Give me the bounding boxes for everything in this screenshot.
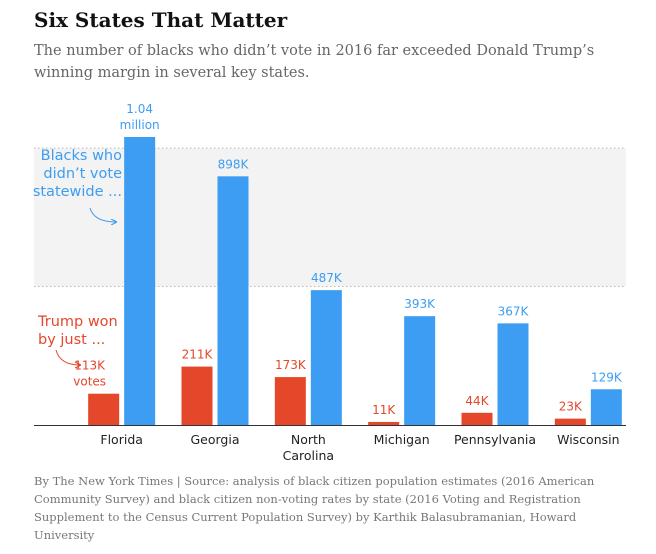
annotation-nonvoters-line-1: didn’t vote	[43, 166, 122, 182]
bar-nonvoters-5	[590, 389, 622, 425]
tick-label-3: Michigan	[374, 432, 430, 447]
annotation-nonvoters-arrow	[89, 207, 116, 222]
label-nonvoters-3: 393K	[404, 297, 436, 311]
bar-margin-5	[554, 418, 586, 425]
tick-label-2: North Carolina	[283, 432, 334, 463]
label-margin-unit: votes	[73, 375, 106, 389]
tick-label-line: Carolina	[283, 448, 334, 463]
label-nonvoters-2: 487K	[311, 271, 343, 285]
bar-margin-4	[461, 412, 493, 425]
label-nonvoters-4: 367K	[498, 304, 530, 318]
bar-nonvoters-2	[310, 290, 342, 425]
tick-label-line: Georgia	[190, 432, 239, 447]
label-margin-3: 11K	[372, 403, 396, 417]
tick-label-4: Pennsylvania	[454, 432, 536, 447]
chart-title: Six States That Matter	[34, 8, 288, 32]
bar-nonvoters-3	[404, 316, 436, 425]
tick-label-line: Florida	[100, 432, 143, 447]
label-nonvoters-0: 1.04	[126, 102, 153, 116]
label-margin-4: 44K	[465, 394, 489, 408]
chart-band	[34, 148, 626, 287]
label-nonvoters-unit: million	[120, 118, 160, 132]
tick-label-line: Pennsylvania	[454, 432, 536, 447]
label-margin-1: 211K	[182, 348, 214, 362]
label-margin-2: 173K	[275, 358, 307, 372]
tick-label-line: Wisconsin	[557, 432, 619, 447]
label-margin-0: 113K	[74, 359, 106, 373]
bar-margin-1	[181, 366, 213, 425]
chart-subtitle: The number of blacks who didn’t vote in …	[34, 43, 595, 81]
bar-nonvoters-1	[217, 176, 249, 425]
bar-margin-0	[88, 393, 120, 425]
tick-label-0: Florida	[100, 432, 143, 447]
annotation-nonvoters-line-0: Blacks who	[41, 148, 122, 164]
label-margin-5: 23K	[559, 400, 583, 414]
annotation-margin-line-1: by just ...	[38, 332, 105, 348]
tick-label-line: Michigan	[374, 432, 430, 447]
label-nonvoters-1: 898K	[218, 157, 250, 171]
tick-label-1: Georgia	[190, 432, 239, 447]
bar-nonvoters-4	[497, 323, 529, 425]
bar-nonvoters-0	[124, 137, 156, 425]
tick-label-5: Wisconsin	[557, 432, 619, 447]
label-nonvoters-5: 129K	[591, 370, 623, 384]
bar-margin-3	[368, 421, 400, 425]
source-note: By The New York Times | Source: analysis…	[34, 474, 595, 542]
tick-label-line: North	[291, 432, 326, 447]
annotation-margin-line-0: Trump won	[37, 314, 118, 330]
bar-chart: 113K 1.04 million Florida 211K 898K Georgia 173…	[33, 102, 626, 463]
bar-margin-2	[274, 377, 306, 425]
annotation-margin-arrow	[55, 349, 80, 365]
annotation-nonvoters-line-2: statewide ...	[33, 184, 122, 200]
